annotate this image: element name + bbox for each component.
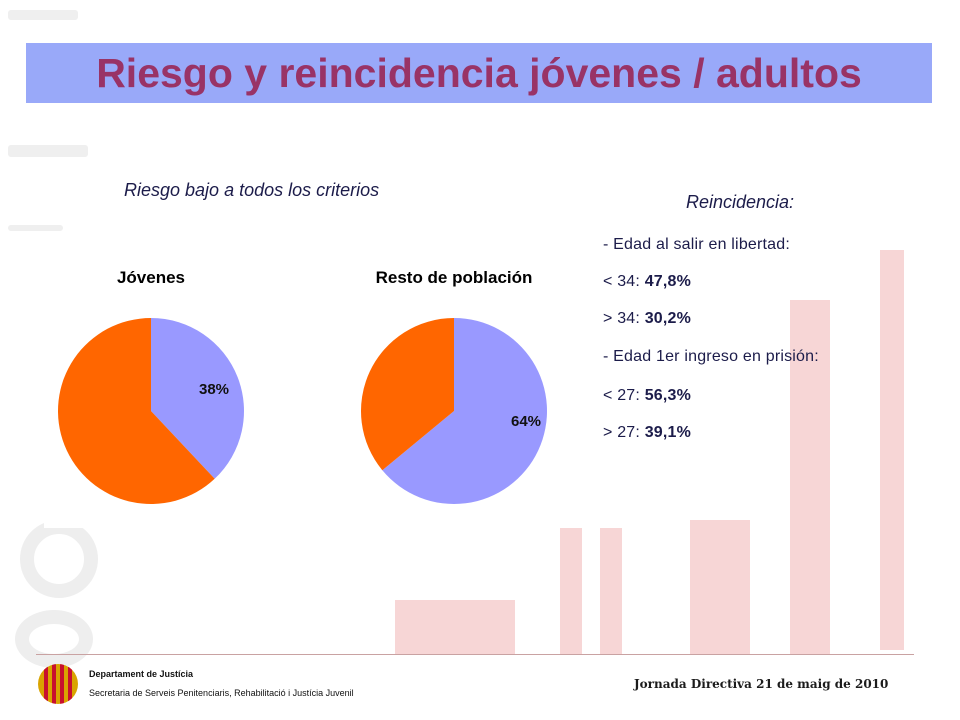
reincidencia-line-text: < 27:: [603, 387, 645, 404]
reincidencia-value: 56,3%: [644, 387, 692, 404]
pie-title: Jóvenes: [117, 268, 185, 287]
reincidencia-line-text: > 34:: [603, 310, 645, 327]
chart-subtitle: Riesgo bajo a todos los criterios: [124, 180, 380, 200]
pie-charts: Jóvenes 38% Resto de población 64%: [57, 268, 547, 504]
chart-panel: Jóvenes 38% Resto de población 64%: [44, 246, 672, 528]
reincidencia-value: 47,8%: [644, 273, 692, 290]
pie-slice: [360, 318, 454, 471]
reincidencia-line: < 34: 47,8%: [603, 273, 691, 291]
pie-data-label: 38%: [199, 381, 229, 398]
footer-divider: [36, 654, 914, 655]
reincidencia-line-text: - Edad 1er ingreso en prisión:: [603, 348, 819, 365]
pie-slice: [382, 318, 547, 504]
reincidencia-value: 30,2%: [644, 310, 692, 327]
pie-data-label: 64%: [511, 413, 541, 430]
reincidencia-value: 39,1%: [644, 424, 692, 441]
pie-slice: [57, 318, 215, 504]
reincidencia-line-text: < 34:: [603, 273, 645, 290]
pie-slice: [151, 318, 245, 479]
reincidencia-title: Reincidencia:: [686, 192, 795, 212]
reincidencia-line: - Edad al salir en libertad:: [603, 236, 790, 254]
reincidencia-line: > 34: 30,2%: [603, 310, 691, 328]
reincidencia-line: - Edad 1er ingreso en prisión:: [603, 348, 819, 366]
reincidencia-line: > 27: 39,1%: [603, 424, 691, 442]
title-bar: Riesgo y reincidencia jóvenes / adultos: [26, 43, 932, 103]
reincidencia-line: < 27: 56,3%: [603, 387, 691, 405]
secretaria-name: Secretaria de Serveis Penitenciaris, Reh…: [89, 688, 354, 698]
page-title: Riesgo y reincidencia jóvenes / adultos: [96, 49, 862, 96]
generalitat-logo: [38, 664, 78, 704]
event-label: Jornada Directiva 21 de maig de 2010: [634, 677, 889, 691]
reincidencia-line-text: > 27:: [603, 424, 645, 441]
pie-title: Resto de población: [376, 268, 533, 287]
department-name: Departament de Justícia: [89, 669, 194, 679]
reincidencia-line-text: - Edad al salir en libertad:: [603, 236, 791, 253]
